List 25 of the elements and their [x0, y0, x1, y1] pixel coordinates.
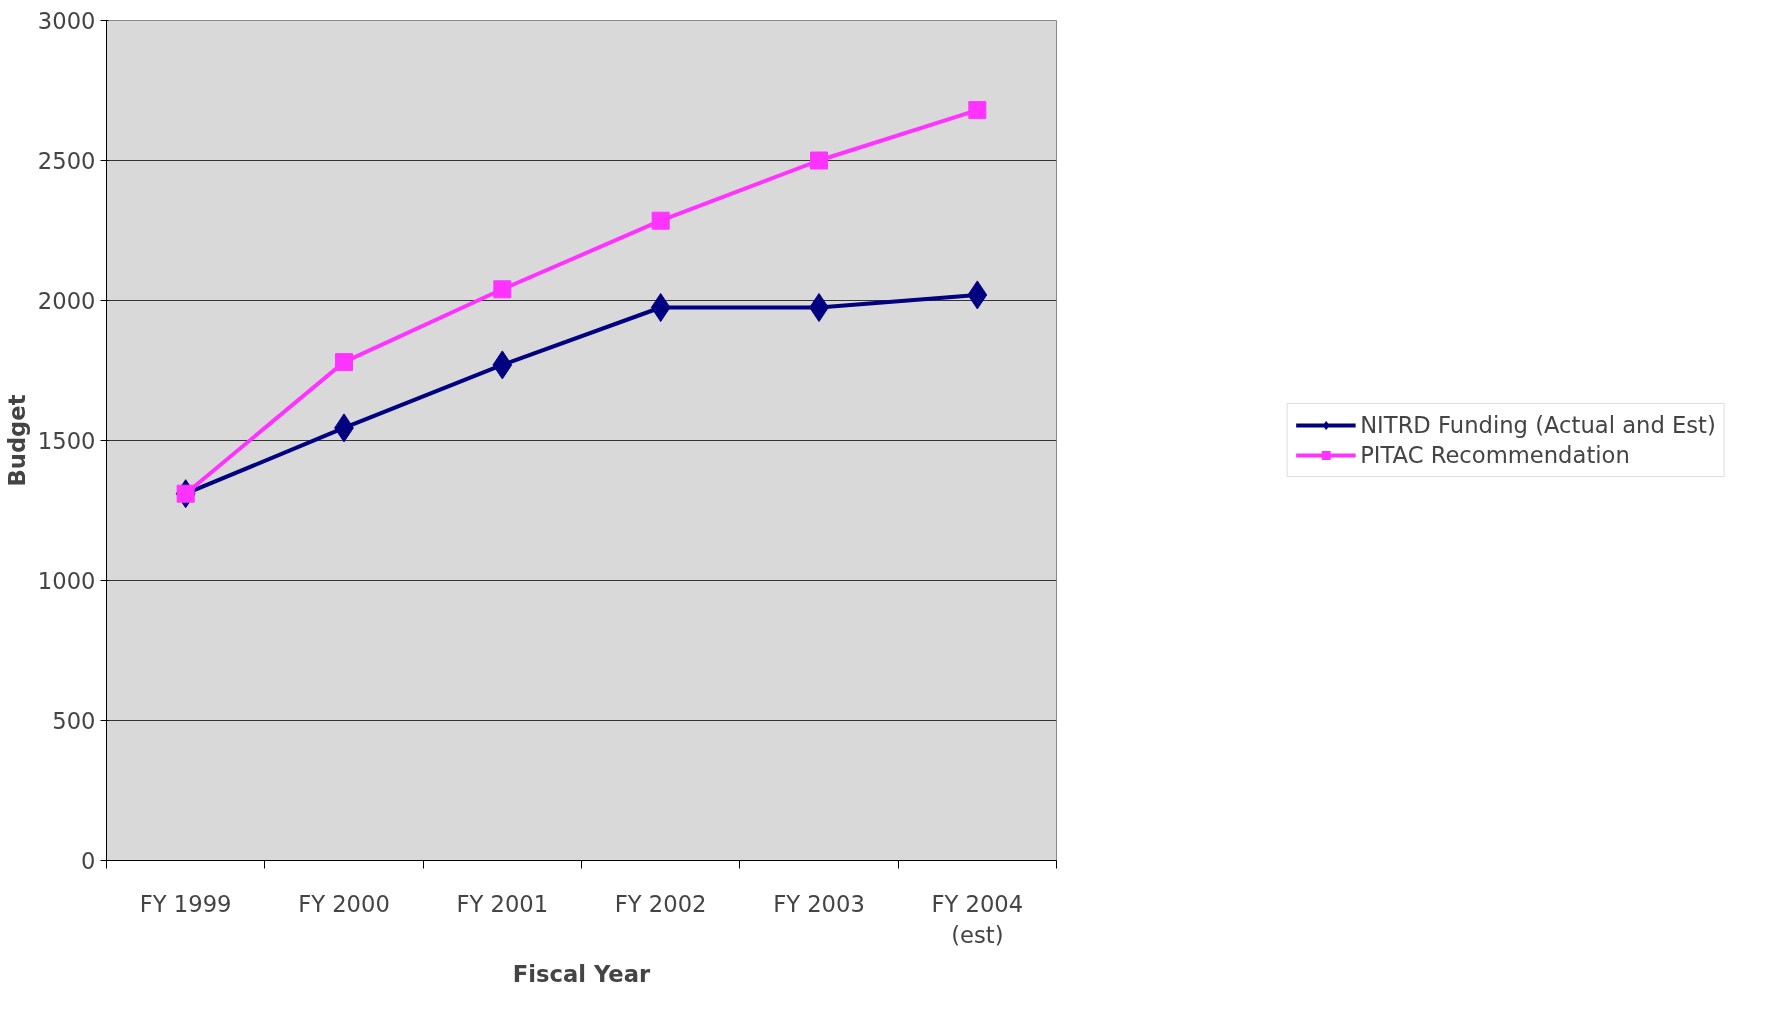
- y-tick-label: 1500: [37, 428, 96, 454]
- x-tick-label: FY 1999: [139, 890, 232, 917]
- y-tick-label: 1000: [37, 568, 96, 594]
- legend-label: PITAC Recommendation: [1360, 442, 1630, 468]
- y-tick-label: 2000: [37, 288, 96, 314]
- point: [810, 151, 828, 170]
- point: [968, 101, 987, 120]
- y-tick-label: 3000: [37, 8, 96, 34]
- y-tick-label: 0: [81, 848, 96, 874]
- x-tick-label: FY 2000: [298, 890, 390, 917]
- y-axis-title: Budget: [3, 394, 30, 487]
- point: [650, 293, 671, 322]
- point: [967, 280, 988, 310]
- x-tick-label: FY 2003: [773, 890, 865, 917]
- point: [492, 350, 513, 380]
- y-tick-label: 500: [52, 708, 96, 734]
- point: [335, 353, 353, 372]
- x-tick-label: FY 2002: [614, 890, 707, 917]
- x-tick-label: FY 2004 (est): [931, 890, 1024, 948]
- y-tick-label: 2500: [37, 148, 96, 174]
- x-axis-title: Fiscal Year: [512, 960, 651, 987]
- point: [651, 211, 670, 230]
- point: [493, 280, 512, 299]
- legend-label: NITRD Funding (Actual and Est): [1360, 412, 1716, 438]
- x-tick-label: FY 2001: [456, 890, 549, 917]
